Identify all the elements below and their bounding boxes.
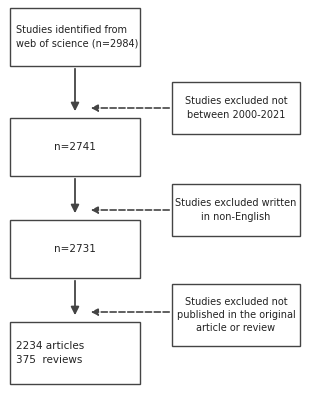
- Bar: [172, 184, 300, 236]
- Text: Studies excluded written
in non-English: Studies excluded written in non-English: [175, 198, 297, 222]
- Text: n=2731: n=2731: [54, 244, 96, 254]
- Text: Studies identified from
web of science (n=2984): Studies identified from web of science (…: [16, 25, 138, 49]
- Bar: [10, 118, 140, 176]
- Text: 2234 articles
375  reviews: 2234 articles 375 reviews: [16, 341, 84, 365]
- Bar: [10, 8, 140, 66]
- Bar: [10, 322, 140, 384]
- Text: Studies excluded not
between 2000-2021: Studies excluded not between 2000-2021: [185, 96, 287, 120]
- Text: n=2741: n=2741: [54, 142, 96, 152]
- Bar: [172, 284, 300, 346]
- Text: Studies excluded not
published in the original
article or review: Studies excluded not published in the or…: [177, 297, 295, 333]
- Bar: [172, 82, 300, 134]
- Bar: [10, 220, 140, 278]
